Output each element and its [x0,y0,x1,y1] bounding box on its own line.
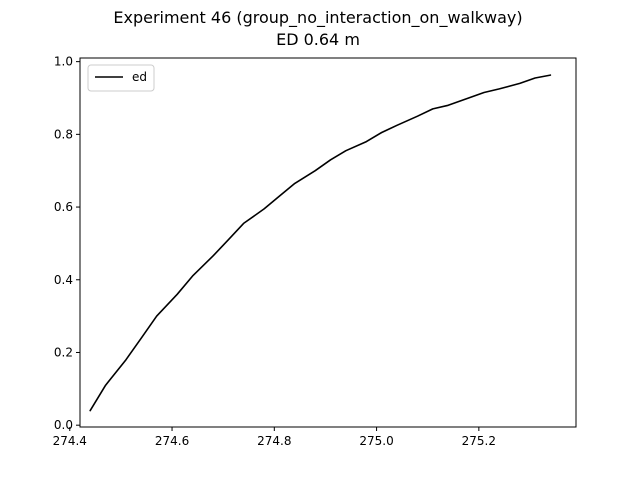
chart-title: Experiment 46 (group_no_interaction_on_w… [113,8,522,28]
x-tick-label: 274.4 [53,434,87,448]
y-tick-label: 0.6 [54,200,73,214]
chart-subtitle: ED 0.64 m [276,30,360,49]
x-tick-label: 275.2 [462,434,496,448]
y-tick-label: 0.0 [54,418,73,432]
legend-box [87,64,155,92]
plot-area [89,74,552,412]
legend-label-ed: ed [132,70,147,84]
y-tick-label: 0.8 [54,127,73,141]
axes-frame [79,57,577,428]
y-tick-label: 1.0 [54,55,73,69]
x-axis: 274.4 274.6 274.8 275.0 275.2 [53,427,496,448]
series-line-ed [89,74,552,412]
y-tick-label: 0.4 [54,273,73,287]
y-axis: 0.0 0.2 0.4 0.6 0.8 1.0 [54,55,80,432]
x-tick-label: 274.8 [257,434,291,448]
y-tick-label: 0.2 [54,345,73,359]
legend: ed [87,64,155,92]
x-tick-label: 275.0 [359,434,393,448]
x-tick-label: 274.6 [155,434,189,448]
